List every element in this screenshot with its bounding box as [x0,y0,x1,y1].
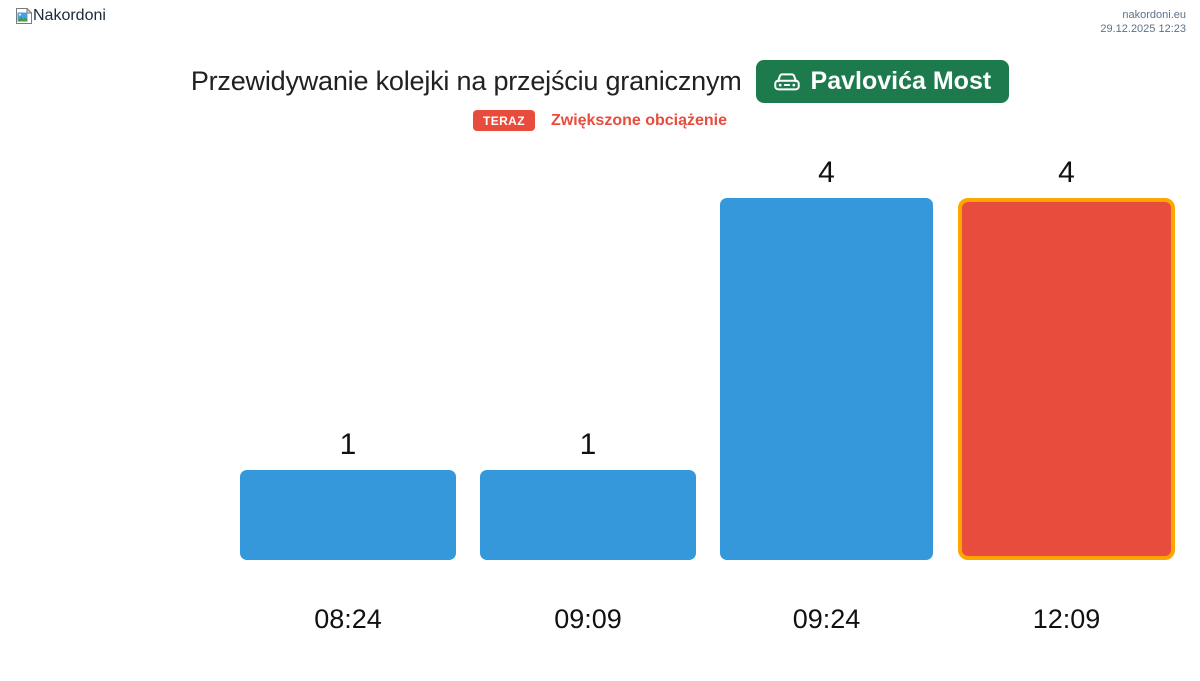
bar[interactable] [720,198,933,560]
bar-time-label: 09:24 [792,604,861,634]
header-meta: nakordoni.eu 29.12.2025 12:23 [1100,8,1186,36]
site-domain[interactable]: nakordoni.eu [1122,9,1186,21]
bar-current[interactable] [958,198,1175,560]
bar-column: 1 09:09 [480,135,696,635]
bar-value-label: 4 [818,156,835,189]
status-message: Zwiększone obciążenie [550,111,728,129]
crossing-badge[interactable]: Pavlovića Most [755,60,1010,103]
bar-value-label: 4 [1058,156,1075,189]
site-logo-alt-text: Nakordoni [33,7,106,24]
bar-column: 1 08:24 [240,135,456,635]
car-icon [773,72,800,90]
bar[interactable] [240,469,456,560]
queue-forecast-chart: 1 08:24 1 09:09 4 09:24 4 12:09 [0,135,1200,635]
bar-time-label: 08:24 [314,604,382,634]
site-logo[interactable]: Nakordoni [16,8,106,24]
bar-time-label: 09:09 [554,604,622,634]
bar-column: 4 12:09 [958,135,1175,635]
bar-time-label: 12:09 [1032,604,1101,634]
crossing-name: Pavlovića Most [810,67,992,95]
broken-image-icon [16,8,32,24]
now-badge: TERAZ [472,110,535,131]
bar-value-label: 1 [579,427,597,461]
bar[interactable] [480,469,696,560]
page-title: Przewidywanie kolejki na przejściu grani… [190,66,742,96]
status-line: TERAZ Zwiększone obciążenie [0,110,1200,131]
top-bar: Nakordoni nakordoni.eu 29.12.2025 12:23 [0,0,1200,40]
bar-value-label: 1 [339,427,357,461]
bar-column: 4 09:24 [720,135,933,635]
headline: Przewidywanie kolejki na przejściu grani… [0,60,1200,103]
timestamp: 29.12.2025 12:23 [1100,23,1186,35]
